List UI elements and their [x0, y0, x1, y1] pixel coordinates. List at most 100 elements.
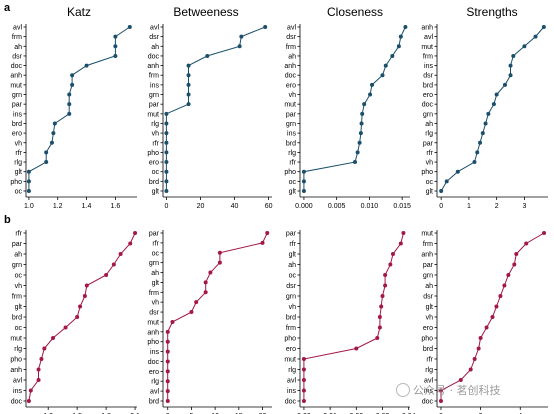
data-point: [263, 25, 268, 29]
data-point: [357, 140, 362, 145]
y-tick-label: mut: [10, 82, 22, 89]
y-tick-label: ero: [149, 369, 159, 376]
y-tick-label: grn: [423, 111, 433, 118]
y-tick-label: rlg: [151, 379, 159, 386]
y-tick-label: rfr: [426, 150, 433, 157]
data-point: [165, 359, 170, 364]
y-tick-label: par: [12, 241, 23, 248]
y-tick-label: ah: [151, 44, 159, 51]
y-tick-label: avl: [150, 25, 159, 32]
y-tick-label: mut: [421, 231, 433, 238]
y-tick-label: doc: [285, 399, 297, 406]
panel-b-2: 05101520parrfrocgrnahgltfrmvhdsrmutanhph…: [147, 230, 272, 414]
data-point: [377, 325, 382, 330]
data-point: [42, 346, 47, 351]
data-point: [379, 304, 384, 309]
y-tick-label: dsr: [286, 34, 296, 41]
y-tick-label: grn: [286, 294, 296, 301]
y-tick-label: rfr: [15, 231, 22, 238]
data-point: [301, 367, 306, 372]
y-tick-label: ins: [13, 388, 22, 395]
data-point: [104, 273, 109, 277]
data-point: [63, 325, 68, 330]
y-tick-label: doc: [11, 399, 23, 406]
data-point: [111, 262, 116, 267]
y-tick-label: anh: [10, 367, 22, 374]
data-point: [239, 34, 244, 39]
data-point: [494, 92, 499, 97]
y-tick-label: ins: [150, 349, 159, 356]
y-tick-label: doc: [422, 399, 434, 406]
panel-b-1: 1.21.51.82.1rfrparahgrnocvhfrmgltbrdocmu…: [10, 230, 140, 414]
column-title-betweeness: Betweeness: [173, 5, 238, 19]
data-point: [301, 189, 306, 193]
data-point: [165, 349, 170, 354]
data-point: [368, 92, 373, 97]
y-tick-label: rlg: [151, 121, 159, 128]
y-tick-label: par: [286, 231, 297, 238]
data-point: [165, 379, 170, 384]
data-point: [127, 25, 132, 29]
data-point: [494, 304, 499, 309]
y-tick-label: mut: [421, 44, 433, 51]
y-tick-label: ero: [149, 160, 159, 167]
data-point: [165, 339, 170, 344]
data-point: [52, 121, 57, 126]
y-tick-label: mut: [10, 336, 22, 343]
y-tick-label: oc: [15, 273, 23, 280]
data-point: [36, 378, 41, 382]
data-point: [478, 140, 483, 145]
data-point: [164, 160, 169, 165]
data-point: [533, 34, 538, 39]
y-tick-label: oc: [152, 250, 160, 257]
y-tick-label: brd: [286, 140, 296, 147]
y-tick-label: dsr: [423, 294, 433, 301]
data-point: [203, 280, 208, 285]
data-point: [301, 399, 306, 403]
y-tick-label: glt: [426, 304, 433, 311]
series-line: [28, 26, 131, 191]
data-point: [164, 111, 169, 116]
y-tick-label: ero: [286, 82, 296, 89]
data-point: [514, 252, 519, 256]
x-tick-label: 0: [164, 203, 168, 210]
data-point: [186, 63, 191, 68]
y-tick-label: rfr: [289, 241, 296, 248]
wechat-icon: [396, 383, 410, 397]
data-point: [301, 179, 306, 184]
y-tick-label: ah: [14, 252, 22, 259]
data-point: [186, 92, 191, 97]
y-tick-label: rlg: [14, 346, 22, 353]
data-point: [28, 388, 33, 393]
data-point: [472, 357, 477, 361]
y-tick-label: frm: [423, 53, 433, 60]
x-tick-label: 1.6: [111, 203, 121, 210]
data-point: [203, 290, 208, 295]
y-tick-label: rfr: [426, 357, 433, 364]
y-tick-label: vh: [289, 304, 297, 311]
y-tick-label: grn: [12, 262, 22, 269]
data-point: [165, 329, 170, 334]
data-point: [75, 315, 80, 319]
data-point: [70, 73, 75, 78]
y-tick-label: par: [12, 102, 23, 109]
data-point: [84, 63, 89, 68]
data-point: [133, 231, 138, 235]
data-point: [301, 378, 306, 382]
y-tick-label: oc: [289, 179, 297, 186]
y-tick-label: par: [149, 102, 160, 109]
data-point: [398, 241, 403, 246]
data-point: [26, 399, 31, 403]
data-point: [44, 160, 49, 165]
y-tick-label: ero: [423, 325, 433, 332]
column-title-strengths: Strengths: [466, 5, 517, 19]
y-tick-label: frm: [149, 290, 159, 297]
y-tick-label: frm: [149, 73, 159, 80]
data-point: [511, 53, 516, 58]
y-tick-label: grn: [149, 92, 159, 99]
series-line: [303, 26, 406, 191]
y-tick-label: pho: [421, 169, 433, 176]
data-point: [401, 231, 406, 235]
y-tick-label: ins: [424, 388, 433, 395]
